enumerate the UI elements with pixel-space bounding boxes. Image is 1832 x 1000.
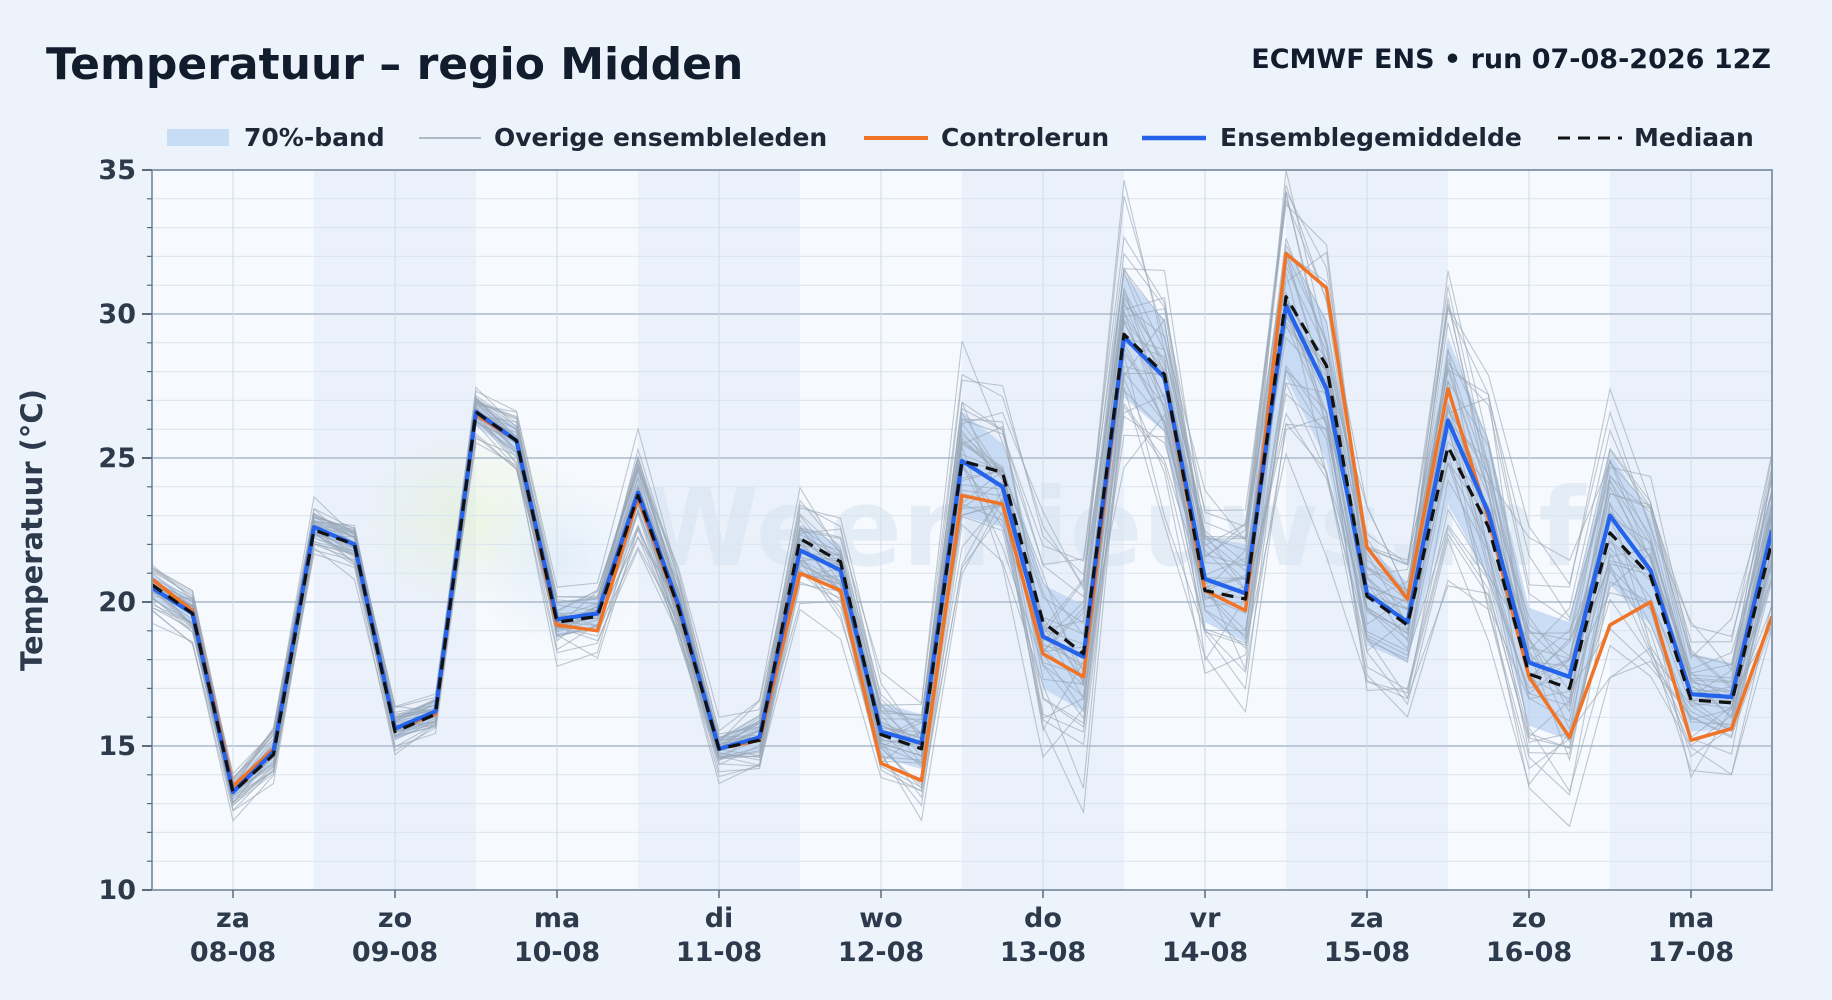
y-axis: 10 15 20 25 30 35 xyxy=(98,155,152,906)
x-tick-label-date: 15-08 xyxy=(1324,937,1410,968)
y-tick-label: 10 xyxy=(98,875,136,906)
x-tick-label-date: 17-08 xyxy=(1648,937,1734,968)
y-axis-label: Temperatuur (°C) xyxy=(15,389,49,671)
legend-label-members: Overige ensembleleden xyxy=(494,123,827,152)
ensemble-member-line xyxy=(152,295,1772,795)
x-tick-label-date: 16-08 xyxy=(1486,937,1572,968)
x-tick-label-date: 08-08 xyxy=(190,937,276,968)
legend-label-median: Mediaan xyxy=(1634,123,1754,152)
legend-label-mean: Ensemblegemiddelde xyxy=(1220,123,1522,152)
chart-legend: 70%-band Overige ensembleleden Controler… xyxy=(167,123,1754,152)
x-tick-label-day: zo xyxy=(1512,903,1546,934)
ensemble-member-line xyxy=(152,180,1772,781)
ensemble-member-line xyxy=(152,412,1772,806)
y-tick-label: 35 xyxy=(98,155,136,186)
legend-swatch-band xyxy=(167,129,229,146)
x-tick-label-day: zo xyxy=(378,903,412,934)
x-tick-label-date: 10-08 xyxy=(514,937,600,968)
x-tick-label-day: ma xyxy=(1668,903,1714,934)
y-tick-label: 25 xyxy=(98,443,136,474)
y-tick-label: 20 xyxy=(98,587,136,618)
median-line xyxy=(152,295,1772,794)
x-tick-label-day: vr xyxy=(1190,903,1222,934)
plot-frame xyxy=(151,169,1773,891)
ensemble-member-line xyxy=(152,296,1772,792)
x-tick-label-date: 14-08 xyxy=(1162,937,1248,968)
x-tick-label-day: za xyxy=(1350,903,1384,934)
ensemble-member-line xyxy=(152,299,1772,794)
series-layer xyxy=(152,251,1772,795)
legend-label-control: Controlerun xyxy=(941,123,1109,152)
legend-label-band: 70%-band xyxy=(244,123,385,152)
ensemble-member-line xyxy=(152,251,1772,788)
ensemble-member-line xyxy=(152,387,1772,822)
x-tick-label-day: do xyxy=(1024,903,1062,934)
x-axis: za08-08zo09-08ma10-08di11-08wo12-08do13-… xyxy=(190,890,1734,968)
x-tick-label-day: di xyxy=(705,903,734,934)
ensemble-member-line xyxy=(152,392,1772,803)
x-tick-label-date: 09-08 xyxy=(352,937,438,968)
x-tick-label-day: ma xyxy=(534,903,580,934)
y-tick-label: 15 xyxy=(98,731,136,762)
chart-title: Temperatuur – regio Midden xyxy=(46,39,743,90)
x-tick-label-date: 13-08 xyxy=(1000,937,1086,968)
x-tick-label-date: 11-08 xyxy=(676,937,762,968)
ensemble-mean-line xyxy=(152,303,1772,795)
x-tick-label-date: 12-08 xyxy=(838,937,924,968)
ensemble-member-line xyxy=(152,272,1772,805)
ensemble-member-line xyxy=(152,325,1772,789)
y-tick-label: 30 xyxy=(98,299,136,330)
chart-subtitle: ECMWF ENS • run 07-08-2026 12Z xyxy=(1251,44,1771,75)
x-tick-label-day: wo xyxy=(859,903,903,934)
x-tick-label-day: za xyxy=(216,903,250,934)
